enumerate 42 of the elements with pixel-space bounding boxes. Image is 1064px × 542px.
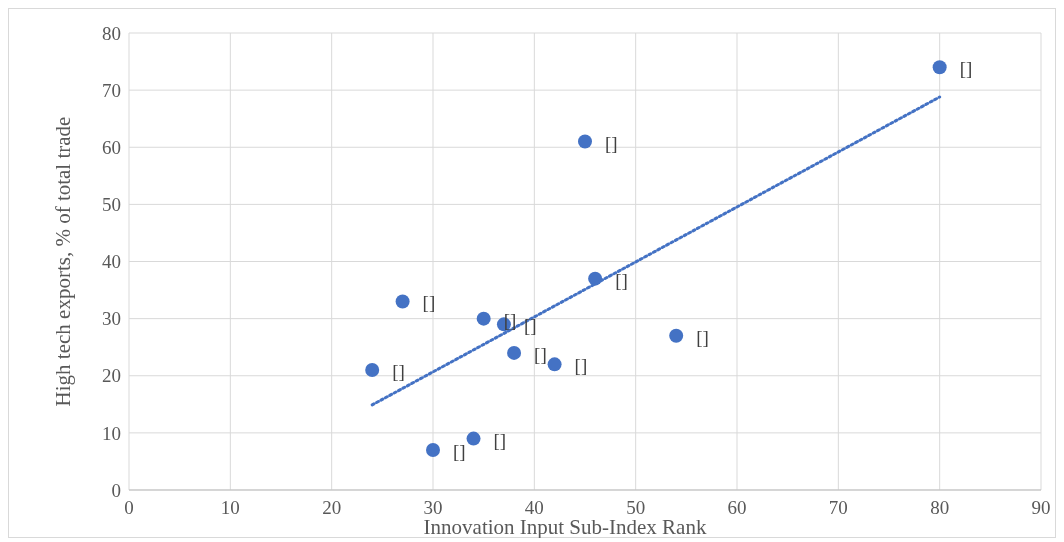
point <box>466 431 481 446</box>
annotation: [] <box>534 343 547 365</box>
x-tick-label: 60 <box>727 497 747 518</box>
y-tick-label: 60 <box>102 136 121 158</box>
annotation: [] <box>959 58 973 80</box>
annotation: [] <box>493 429 507 451</box>
y-tick-label: 50 <box>102 194 121 216</box>
point <box>507 345 522 360</box>
x-tick-label: 50 <box>626 497 646 518</box>
y-tick-label: 20 <box>102 365 121 387</box>
x-tick-label: 0 <box>124 497 134 518</box>
x-tick-label: 90 <box>1031 497 1051 518</box>
point <box>365 363 380 378</box>
annotation: [] <box>523 315 537 337</box>
annotation: [] <box>453 441 466 463</box>
y-tick-label: 0 <box>111 479 121 501</box>
x-tick-label: 70 <box>828 497 848 518</box>
point <box>547 357 562 372</box>
y-tick-label: 70 <box>102 79 121 101</box>
y-tick-label: 30 <box>102 308 121 330</box>
x-tick-label: 40 <box>524 497 544 518</box>
y-axis-title: High tech exports, % of total trade <box>51 116 75 407</box>
y-tick-label: 40 <box>102 251 121 273</box>
y-tick-label: 80 <box>102 22 121 44</box>
point <box>669 328 684 343</box>
annotation: [] <box>696 326 709 348</box>
x-tick-label: 10 <box>220 497 240 518</box>
x-tick-label: 80 <box>930 497 950 518</box>
x-tick-label: 20 <box>322 497 342 518</box>
point <box>932 60 947 75</box>
x-tick-label: 30 <box>423 497 443 518</box>
annotation: [] <box>574 355 588 377</box>
y-tick-label: 10 <box>102 422 121 444</box>
point <box>476 311 491 326</box>
point <box>395 294 410 309</box>
annotation: [] <box>392 361 405 383</box>
annotation: [] <box>605 132 618 154</box>
x-axis-title: Innovation Input Sub-Index Rank <box>423 515 707 539</box>
annotation: [] <box>615 269 628 291</box>
annotation: [] <box>422 292 436 314</box>
point <box>578 134 592 149</box>
point <box>426 443 440 458</box>
